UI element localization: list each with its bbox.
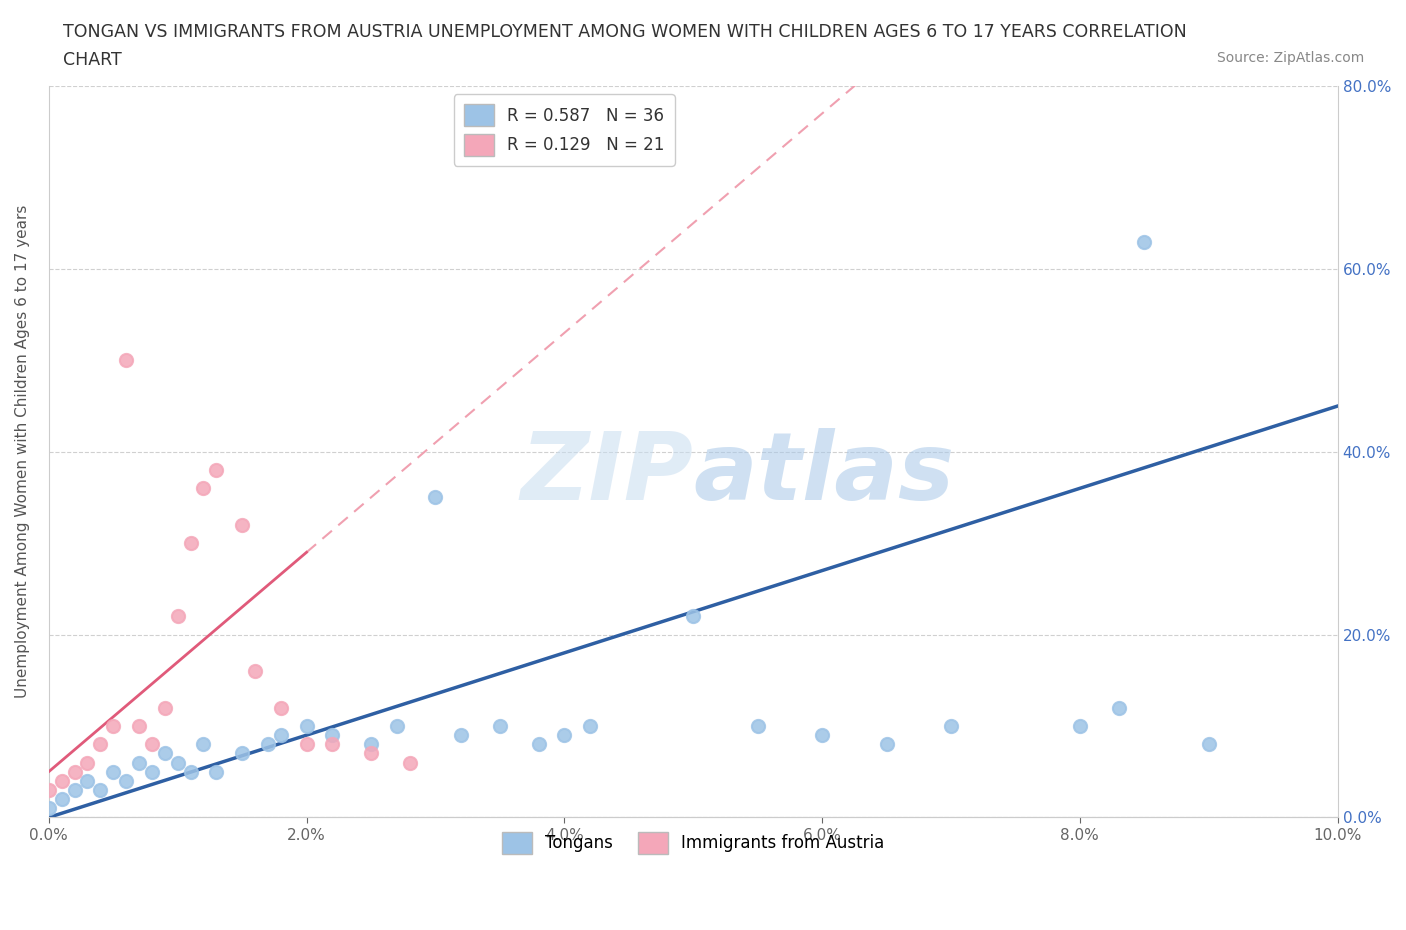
- Point: [141, 764, 163, 779]
- Point: [89, 737, 111, 751]
- Point: [51, 774, 73, 789]
- Point: [489, 719, 512, 734]
- Point: [682, 609, 704, 624]
- Point: [231, 517, 253, 532]
- Point: [425, 490, 447, 505]
- Point: [360, 746, 382, 761]
- Point: [295, 719, 318, 734]
- Point: [1069, 719, 1091, 734]
- Point: [51, 791, 73, 806]
- Point: [450, 727, 472, 742]
- Point: [270, 700, 292, 715]
- Legend: Tongans, Immigrants from Austria: Tongans, Immigrants from Austria: [495, 826, 891, 860]
- Point: [38, 801, 60, 816]
- Point: [153, 746, 176, 761]
- Point: [193, 481, 215, 496]
- Point: [180, 764, 202, 779]
- Text: TONGAN VS IMMIGRANTS FROM AUSTRIA UNEMPLOYMENT AMONG WOMEN WITH CHILDREN AGES 6 : TONGAN VS IMMIGRANTS FROM AUSTRIA UNEMPL…: [63, 23, 1187, 41]
- Point: [747, 719, 769, 734]
- Point: [76, 755, 98, 770]
- Point: [1198, 737, 1220, 751]
- Point: [876, 737, 898, 751]
- Point: [1133, 234, 1156, 249]
- Text: atlas: atlas: [693, 428, 955, 520]
- Point: [89, 782, 111, 797]
- Point: [63, 782, 86, 797]
- Point: [385, 719, 408, 734]
- Point: [128, 719, 150, 734]
- Text: CHART: CHART: [63, 51, 122, 69]
- Point: [257, 737, 280, 751]
- Point: [103, 764, 125, 779]
- Point: [180, 536, 202, 551]
- Point: [103, 719, 125, 734]
- Point: [939, 719, 962, 734]
- Point: [321, 737, 343, 751]
- Point: [38, 782, 60, 797]
- Point: [166, 755, 188, 770]
- Point: [811, 727, 834, 742]
- Point: [76, 774, 98, 789]
- Point: [141, 737, 163, 751]
- Point: [243, 664, 266, 679]
- Text: Source: ZipAtlas.com: Source: ZipAtlas.com: [1216, 51, 1364, 65]
- Point: [360, 737, 382, 751]
- Text: ZIP: ZIP: [520, 428, 693, 520]
- Point: [295, 737, 318, 751]
- Point: [270, 727, 292, 742]
- Point: [166, 609, 188, 624]
- Point: [205, 462, 228, 477]
- Point: [231, 746, 253, 761]
- Point: [553, 727, 575, 742]
- Point: [527, 737, 550, 751]
- Point: [153, 700, 176, 715]
- Point: [63, 764, 86, 779]
- Point: [128, 755, 150, 770]
- Point: [579, 719, 602, 734]
- Point: [193, 737, 215, 751]
- Point: [321, 727, 343, 742]
- Y-axis label: Unemployment Among Women with Children Ages 6 to 17 years: Unemployment Among Women with Children A…: [15, 206, 30, 698]
- Point: [1108, 700, 1130, 715]
- Point: [115, 352, 138, 367]
- Point: [205, 764, 228, 779]
- Point: [115, 774, 138, 789]
- Point: [398, 755, 420, 770]
